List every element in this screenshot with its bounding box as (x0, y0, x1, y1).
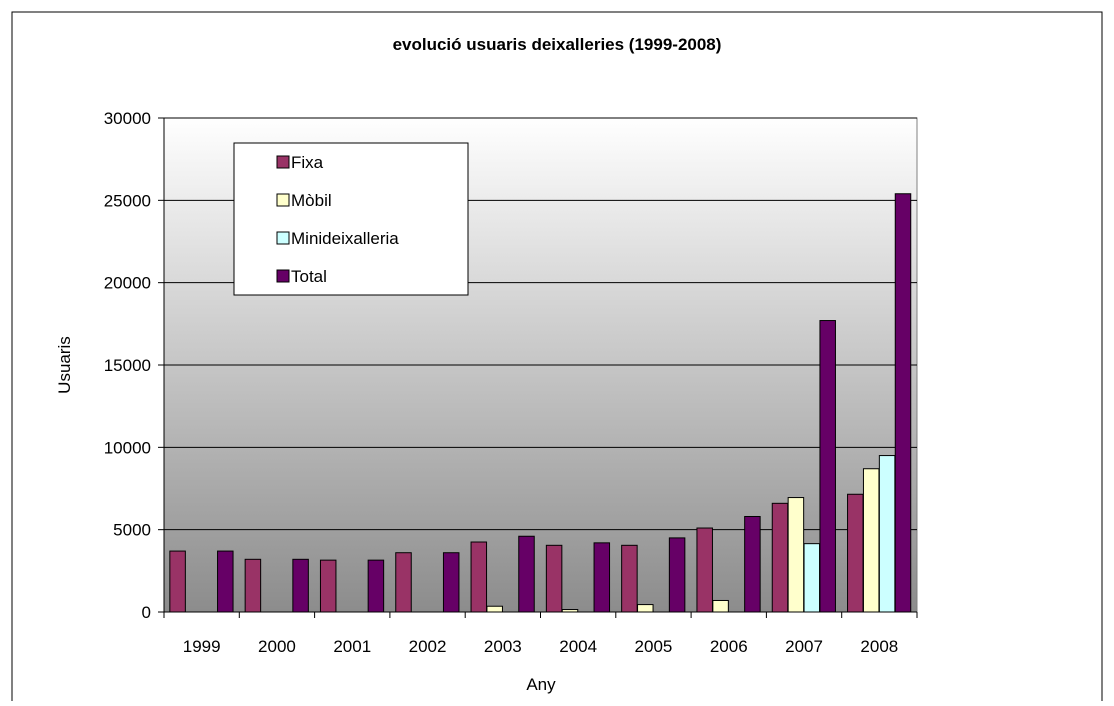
y-tick-label: 0 (142, 603, 151, 622)
bar-fixa-2007 (771, 502, 789, 613)
bar-mòbil-2008 (862, 468, 880, 613)
bar-fixa-1999 (169, 550, 186, 613)
bar-minideixalleria-2007 (803, 543, 821, 613)
bar-total-2006 (744, 515, 761, 613)
legend-swatch-fixa (276, 155, 290, 169)
y-tick-label: 20000 (104, 274, 151, 293)
bar-fixa-2008 (847, 493, 864, 613)
x-tick-label: 2002 (409, 637, 447, 656)
bar-mòbil-2007 (787, 497, 805, 613)
y-tick-label: 25000 (104, 191, 151, 210)
bar-fixa-2005 (621, 544, 638, 613)
x-tick-labels: 1999 2000 2001 2002 2003 2004 2005 2006 2007 2008 (183, 637, 899, 656)
x-tick-label: 1999 (183, 637, 221, 656)
bar-fixa-2004 (545, 544, 563, 613)
legend-label-total: Total (291, 267, 327, 286)
bar-total-2002 (442, 552, 460, 613)
legend-label-fixa: Fixa (291, 153, 324, 172)
x-tick-label: 2006 (710, 637, 748, 656)
bar-total-1999 (217, 550, 234, 613)
bar-fixa-2003 (470, 541, 488, 613)
bar-total-2003 (518, 535, 535, 613)
axes (158, 117, 918, 618)
bars (169, 193, 912, 613)
y-tick-label: 5000 (113, 521, 151, 540)
x-tick-label: 2004 (559, 637, 597, 656)
legend-swatch-minideixalleria (276, 231, 290, 245)
chart-frame (11, 11, 1103, 701)
bar-total-2008 (894, 193, 912, 613)
bar-total-2000 (292, 558, 309, 613)
y-axis-label: Usuaris (55, 336, 74, 394)
legend: Fixa Mòbil Minideixalleria Total (233, 142, 469, 296)
legend-label-minideixalleria: Minideixalleria (291, 229, 399, 248)
bar-fixa-2001 (319, 559, 337, 613)
bar-mòbil-2006 (712, 599, 729, 613)
y-tick-label: 30000 (104, 109, 151, 128)
legend-swatch-mòbil (276, 193, 290, 207)
y-tick-labels: 0 5000 10000 15000 20000 25000 30000 (104, 109, 151, 622)
bar-total-2007 (819, 320, 836, 613)
bar-fixa-2002 (395, 552, 412, 613)
x-tick-label: 2001 (333, 637, 371, 656)
chart-title: evolució usuaris deixalleries (1999-2008… (393, 35, 722, 54)
bar-total-2004 (593, 542, 611, 613)
x-tick-label: 2008 (860, 637, 898, 656)
x-tick-label: 2003 (484, 637, 522, 656)
bar-total-2005 (668, 537, 686, 613)
bar-total-2001 (367, 559, 385, 613)
y-tick-label: 10000 (104, 438, 151, 457)
legend-box (233, 142, 469, 296)
bar-minideixalleria-2008 (878, 455, 896, 613)
legend-swatch-total (276, 269, 290, 283)
legend-label-mòbil: Mòbil (291, 191, 332, 210)
x-tick-label: 2000 (258, 637, 296, 656)
bar-fixa-2000 (244, 558, 262, 613)
bar-mòbil-2005 (637, 604, 654, 613)
bar-mòbil-2003 (486, 605, 503, 613)
x-tick-label: 2005 (635, 637, 673, 656)
y-tick-label: 15000 (104, 356, 151, 375)
bar-fixa-2006 (696, 527, 713, 613)
x-tick-label: 2007 (785, 637, 823, 656)
x-axis-label: Any (526, 675, 556, 694)
